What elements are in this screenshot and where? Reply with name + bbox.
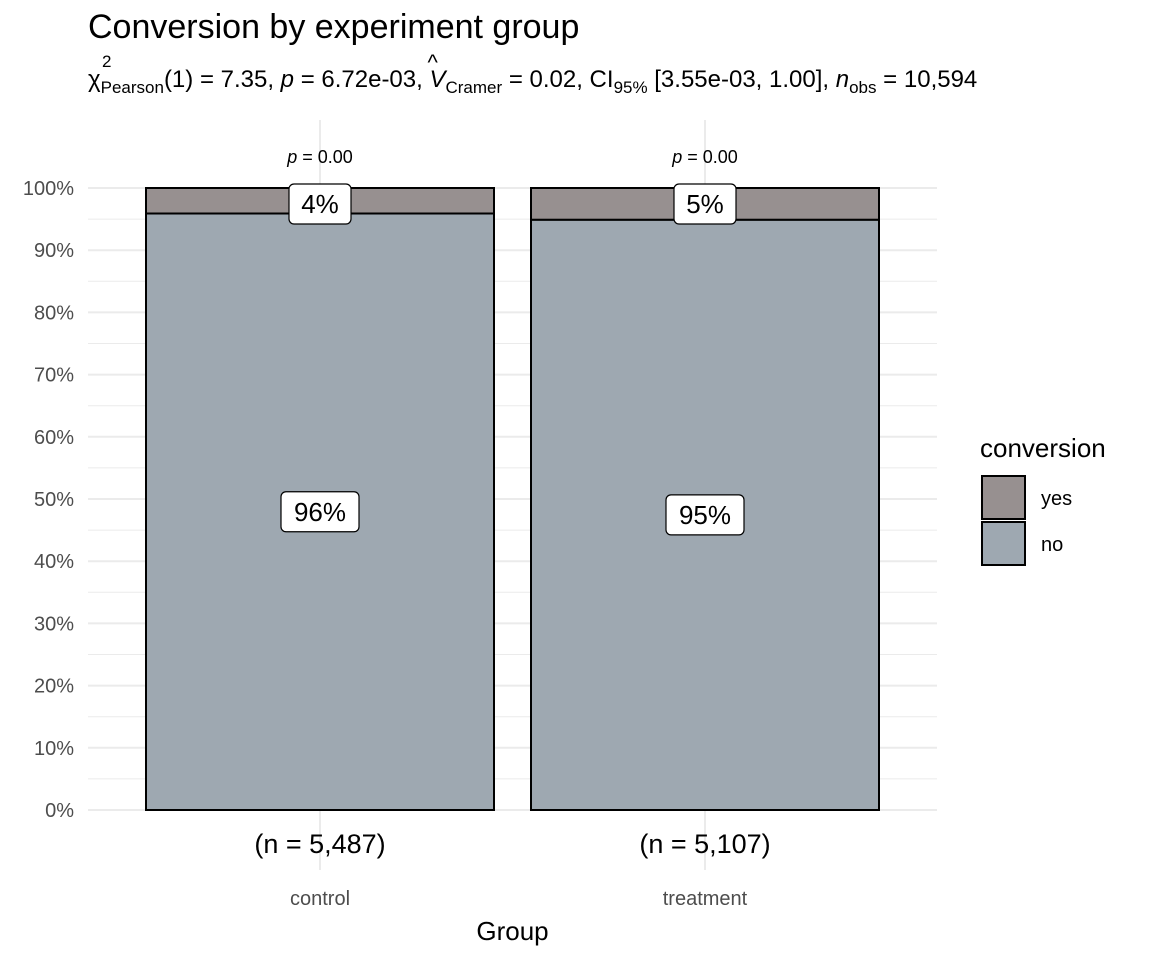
chi-superscript: 2 — [102, 52, 112, 71]
chart-title: Conversion by experiment group — [88, 8, 580, 46]
legend-swatch-no — [981, 521, 1026, 566]
legend-title: conversion — [980, 433, 1106, 463]
n-subscript: obs — [849, 78, 877, 97]
p-value-label-treatment: p = 0.00 — [671, 147, 738, 167]
y-tick-label: 90% — [34, 240, 74, 262]
data-label-no-treatment: 95% — [679, 500, 731, 530]
chi-subscript: Pearson — [100, 78, 164, 97]
count-label-control: (n = 5,487) — [254, 829, 385, 859]
cramer-v-subscript: Cramer — [445, 78, 503, 97]
n-value: = 10,594 — [876, 66, 978, 93]
y-tick-label: 60% — [34, 427, 74, 449]
data-label-yes-treatment: 5% — [686, 189, 724, 219]
data-label-box — [288, 183, 352, 225]
x-tick-label-treatment: treatment — [663, 888, 748, 910]
chi-value: (1) = 7.35, — [163, 66, 281, 93]
legend-label-no: no — [1041, 534, 1063, 556]
data-label-yes-control: 4% — [301, 189, 339, 219]
data-label-no-control: 96% — [294, 497, 346, 527]
y-tick-label: 50% — [34, 489, 74, 511]
y-tick-label: 10% — [34, 738, 74, 760]
data-label-box — [280, 491, 360, 533]
data-label-box — [673, 183, 737, 225]
data-label-box — [665, 494, 745, 536]
legend-swatch-yes — [981, 475, 1026, 520]
cramer-v-symbol: ^ V — [427, 50, 446, 93]
p-value: = 6.72e-03, — [294, 66, 430, 93]
ci-subscript: 95% — [613, 78, 648, 97]
p-symbol: p — [280, 66, 295, 93]
y-tick-label: 70% — [34, 365, 74, 387]
y-tick-label: 40% — [34, 551, 74, 573]
p-value-label-control: p = 0.00 — [286, 147, 353, 167]
x-tick-label-control: control — [290, 888, 350, 910]
y-tick-label: 100% — [23, 178, 74, 200]
y-tick-label: 20% — [34, 676, 74, 698]
chart-subtitle: χ 2 Pearson(1) = 7.35, p = 6.72e-03, ^ VCra… — [88, 50, 978, 98]
x-axis-title: Group — [476, 916, 548, 946]
y-tick-label: 80% — [34, 302, 74, 324]
cramer-v-value: = 0.02, CI — [502, 66, 614, 93]
ci-value: [3.55e-03, 1.00], — [647, 66, 836, 93]
count-label-treatment: (n = 5,107) — [639, 829, 770, 859]
y-tick-label: 0% — [45, 800, 74, 822]
n-symbol: n — [835, 66, 850, 93]
legend-label-yes: yes — [1041, 488, 1072, 510]
y-tick-label: 30% — [34, 613, 74, 635]
